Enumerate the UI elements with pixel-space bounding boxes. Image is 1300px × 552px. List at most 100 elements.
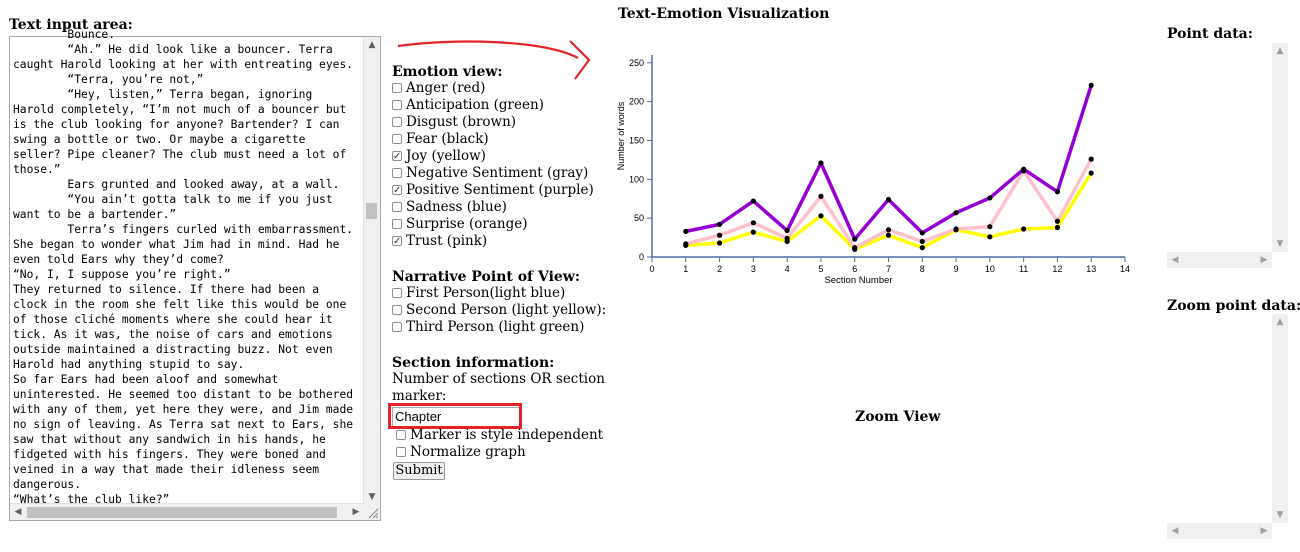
emotion-checkbox[interactable] xyxy=(392,100,402,110)
y-tick-label: 200 xyxy=(629,97,644,107)
zoom-view-title: Zoom View xyxy=(855,409,941,425)
text-input-label: Text input area: xyxy=(9,17,133,33)
emotion-option-label: Anticipation (green) xyxy=(406,97,544,113)
positive-data-point xyxy=(987,195,993,201)
joy-data-point xyxy=(818,213,824,219)
emotion-option[interactable]: Trust (pink) xyxy=(392,233,594,250)
scroll-up-arrow-icon[interactable]: ▲ xyxy=(368,40,376,50)
text-line: of those cliché moments where she could … xyxy=(13,313,333,326)
text-line: Harold had anything stupid to say. xyxy=(13,358,245,371)
scroll-down-arrow-icon[interactable]: ▼ xyxy=(368,492,376,502)
text-line: outside maintained a distracting buzz. N… xyxy=(13,343,333,356)
x-tick-label: 1 xyxy=(683,264,688,274)
emotion-option-label: Positive Sentiment (purple) xyxy=(406,182,594,198)
section-panel: Section information: Number of sections … xyxy=(392,355,605,405)
narrative-checkbox[interactable] xyxy=(392,305,402,315)
scroll-thumb-horizontal[interactable] xyxy=(27,507,337,518)
joy-data-point xyxy=(987,234,993,240)
point-scroll-left-icon[interactable]: ◀ xyxy=(1171,255,1179,265)
emotion-option[interactable]: Anger (red) xyxy=(392,80,594,97)
trust-data-point xyxy=(987,224,993,230)
zoom-point-data-label: Zoom point data: xyxy=(1167,298,1300,314)
zoom-scroll-left-icon[interactable]: ◀ xyxy=(1171,526,1179,536)
emotion-checkbox[interactable] xyxy=(392,219,402,229)
narrative-option[interactable]: Second Person (light yellow): xyxy=(392,302,606,319)
x-tick-label: 8 xyxy=(920,264,925,274)
zoom-scroll-up-icon[interactable]: ▲ xyxy=(1276,317,1284,327)
zoom-point-scrollbar-horizontal[interactable]: ◀ ▶ xyxy=(1167,523,1272,539)
emotion-option[interactable]: Negative Sentiment (gray) xyxy=(392,165,594,182)
text-line: caught Harold looking at her with entrea… xyxy=(13,58,354,71)
emotion-checkbox[interactable] xyxy=(392,168,402,178)
point-scroll-down-icon[interactable]: ▼ xyxy=(1276,239,1284,249)
emotion-option-label: Trust (pink) xyxy=(406,233,488,249)
narrative-checkbox[interactable] xyxy=(392,288,402,298)
emotion-checkbox[interactable] xyxy=(392,202,402,212)
visualization-title: Text-Emotion Visualization xyxy=(618,6,830,22)
emotion-option[interactable]: Positive Sentiment (purple) xyxy=(392,182,594,199)
text-input-content[interactable]: Bounce. “Ah.” He did look like a bouncer… xyxy=(13,27,365,510)
emotion-checkbox[interactable] xyxy=(392,83,402,93)
emotion-checkbox[interactable] xyxy=(392,182,402,199)
resize-grip-icon[interactable] xyxy=(364,504,380,520)
emotion-checkbox[interactable] xyxy=(392,233,402,250)
text-line: “What’s the club like?” xyxy=(13,493,170,506)
text-line: uninterested. He seemed too distant to b… xyxy=(13,388,354,401)
x-tick-label: 13 xyxy=(1086,264,1096,274)
trust-data-point xyxy=(852,245,858,251)
emotion-checkbox[interactable] xyxy=(392,148,402,165)
x-tick-label: 7 xyxy=(886,264,891,274)
narrative-checkbox[interactable] xyxy=(392,322,402,332)
emotion-line-chart[interactable]: 0 1 2 3 4 5 6 7 8 9 10 11 12 13 14050100150200250Secti… xyxy=(610,45,1140,290)
text-line: seller? Pipe cleaner? The club must need… xyxy=(13,148,347,161)
emotion-option[interactable]: Disgust (brown) xyxy=(392,114,594,131)
section-marker-input[interactable]: Chapter xyxy=(392,407,520,427)
trust-data-point xyxy=(818,193,824,199)
text-line: even told Ears why they’d come? xyxy=(13,253,224,266)
x-tick-label: 5 xyxy=(818,264,823,274)
narrative-option[interactable]: Third Person (light green) xyxy=(392,319,606,336)
zoom-scroll-right-icon[interactable]: ▶ xyxy=(1260,526,1268,536)
emotion-option[interactable]: Sadness (blue) xyxy=(392,199,594,216)
scroll-thumb-vertical[interactable] xyxy=(366,203,377,219)
point-data-scrollbar-vertical[interactable]: ▲ ▼ xyxy=(1272,43,1288,252)
scroll-right-arrow-icon[interactable]: ▶ xyxy=(352,507,360,517)
x-tick-label: 9 xyxy=(954,264,959,274)
x-tick-label: 10 xyxy=(985,264,995,274)
section-option-label: Normalize graph xyxy=(410,444,526,460)
emotion-checkbox[interactable] xyxy=(392,117,402,127)
emotion-view-label: Emotion view: xyxy=(392,64,503,80)
zoom-point-data-pane[interactable]: ▲ ▼ ◀ ▶ xyxy=(1167,314,1288,539)
section-option[interactable]: Marker is style independent xyxy=(396,427,603,444)
zoom-scroll-down-icon[interactable]: ▼ xyxy=(1276,510,1284,520)
point-data-scrollbar-horizontal[interactable]: ◀ ▶ xyxy=(1167,252,1272,268)
emotion-option[interactable]: Fear (black) xyxy=(392,131,594,148)
joy-data-point xyxy=(1054,224,1061,231)
section-option[interactable]: Normalize graph xyxy=(396,444,603,461)
trust-data-point xyxy=(750,220,756,226)
x-tick-label: 2 xyxy=(717,264,722,274)
section-checkbox[interactable] xyxy=(396,447,406,457)
zoom-point-scrollbar-vertical[interactable]: ▲ ▼ xyxy=(1272,314,1288,523)
submit-button[interactable]: Submit xyxy=(393,462,445,480)
text-scrollbar-horizontal[interactable]: ◀ ▶ xyxy=(10,503,364,520)
positive-data-point xyxy=(953,210,959,216)
text-input-area[interactable]: Bounce. “Ah.” He did look like a bouncer… xyxy=(9,28,381,521)
emotion-option[interactable]: Joy (yellow) xyxy=(392,148,594,165)
point-scroll-right-icon[interactable]: ▶ xyxy=(1260,255,1268,265)
trust-data-point xyxy=(1054,218,1061,224)
x-tick-label: 0 xyxy=(649,264,654,274)
emotion-checkbox[interactable] xyxy=(392,134,402,144)
scroll-left-arrow-icon[interactable]: ◀ xyxy=(14,507,22,517)
text-line: “Hey, listen,” Terra began, ignoring xyxy=(13,88,313,101)
point-data-pane[interactable]: ▲ ▼ ◀ ▶ xyxy=(1167,43,1288,268)
emotion-option[interactable]: Anticipation (green) xyxy=(392,97,594,114)
narrative-option[interactable]: First Person(light blue) xyxy=(392,285,606,302)
joy-data-point xyxy=(1088,170,1094,176)
emotion-option[interactable]: Surprise (orange) xyxy=(392,216,594,233)
trust-data-point xyxy=(716,232,723,238)
section-checkbox[interactable] xyxy=(396,430,406,440)
text-scrollbar-vertical[interactable]: ▲ ▼ xyxy=(363,37,380,505)
point-scroll-up-icon[interactable]: ▲ xyxy=(1276,46,1284,56)
trust-data-point xyxy=(953,226,959,232)
